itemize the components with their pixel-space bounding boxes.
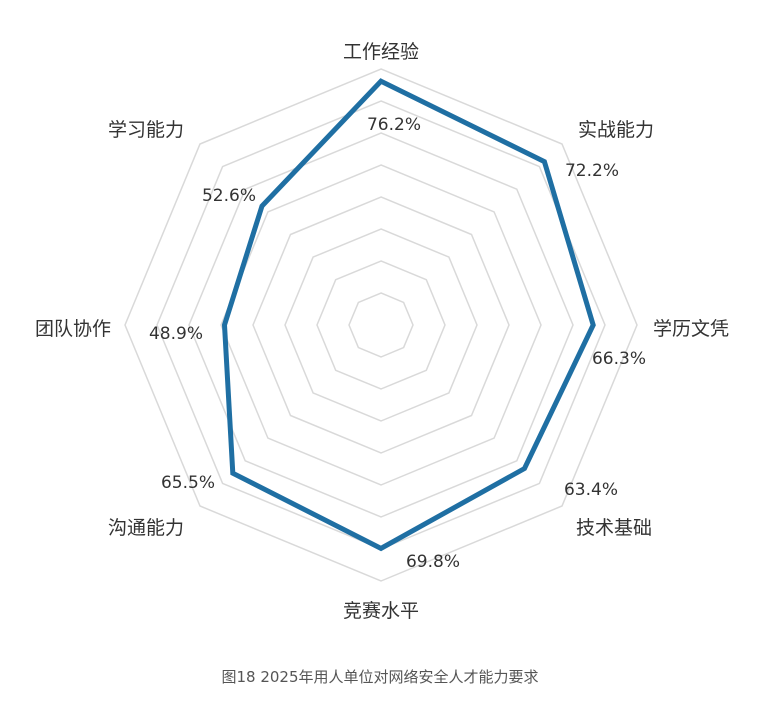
category-label: 学历文凭 <box>653 318 729 340</box>
value-label: 48.9% <box>149 324 203 344</box>
value-label: 76.2% <box>367 115 421 135</box>
value-label: 52.6% <box>202 186 256 206</box>
value-label: 63.4% <box>564 480 618 500</box>
chart-caption: 图18 2025年用人单位对网络安全人才能力要求 <box>221 668 538 686</box>
category-label: 实战能力 <box>578 119 654 141</box>
category-label: 竞赛水平 <box>343 600 419 622</box>
category-label: 技术基础 <box>576 517 652 539</box>
value-label: 65.5% <box>161 473 215 493</box>
series-polygon <box>221 78 596 552</box>
value-label: 69.8% <box>406 552 460 572</box>
value-labels: 76.2% 72.2% 66.3% 63.4% 69.8% 65.5% 48.9% 52.6% <box>149 115 646 572</box>
grid-ring <box>348 292 414 358</box>
grid-ring <box>188 132 574 518</box>
category-label: 团队协作 <box>35 318 111 340</box>
grid-ring <box>252 196 510 454</box>
category-label: 学习能力 <box>108 119 184 141</box>
grid-ring <box>220 164 542 486</box>
category-label: 工作经验 <box>343 41 419 63</box>
value-label: 72.2% <box>565 161 619 181</box>
grid-ring <box>124 68 638 582</box>
category-label: 沟通能力 <box>108 517 184 539</box>
grid-ring <box>284 228 478 422</box>
value-label: 66.3% <box>592 349 646 369</box>
grid-ring <box>316 260 446 390</box>
